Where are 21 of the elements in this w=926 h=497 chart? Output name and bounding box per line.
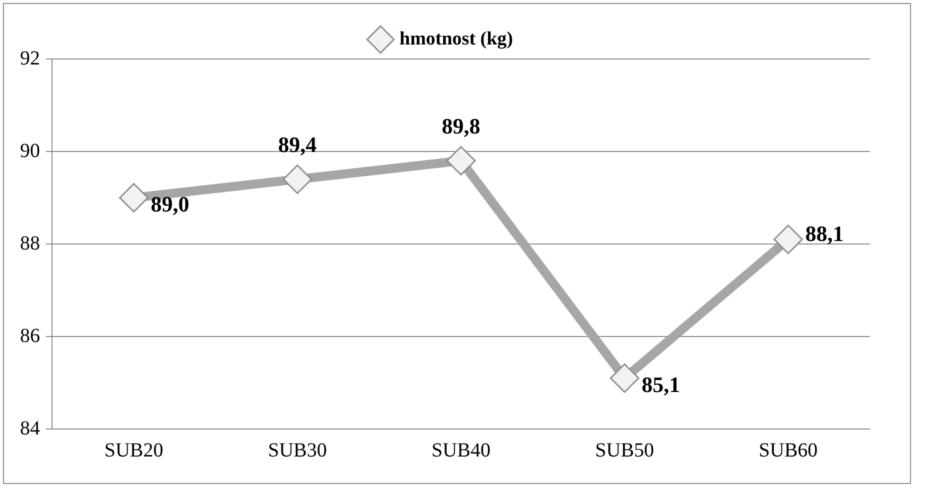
y-tick-label: 92 <box>20 47 40 70</box>
data-label: 88,1 <box>805 221 844 246</box>
data-label: 89,0 <box>150 191 190 216</box>
x-tick-label: SUB40 <box>432 439 490 462</box>
data-label: 89,8 <box>442 113 480 138</box>
data-label: 85,1 <box>642 372 680 397</box>
y-tick-label: 88 <box>20 232 40 254</box>
point <box>773 224 803 254</box>
x-tick-label: SUB20 <box>104 439 164 462</box>
point <box>446 146 476 176</box>
x-tick-label: SUB60 <box>758 439 818 462</box>
x-tick-label: SUB30 <box>268 439 327 462</box>
legend-label: hmotnost (kg) <box>400 28 513 50</box>
point <box>610 363 640 393</box>
x-tick-label: SUB50 <box>595 439 654 462</box>
y-tick-label: 86 <box>20 324 40 347</box>
y-tick-label: 90 <box>20 140 40 162</box>
y-tick-label: 84 <box>20 417 40 440</box>
point <box>119 183 149 212</box>
data-label: 89,4 <box>278 132 317 157</box>
point <box>282 164 312 194</box>
